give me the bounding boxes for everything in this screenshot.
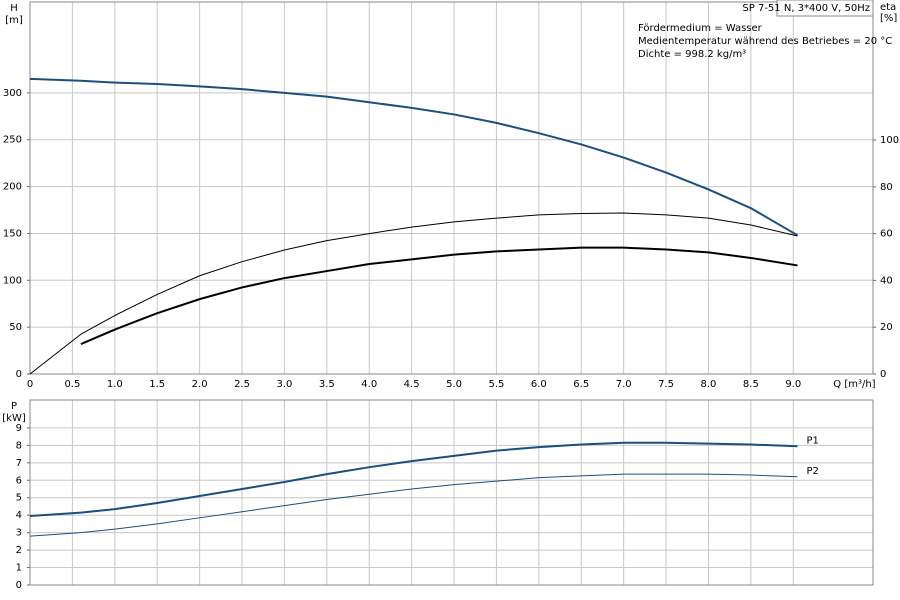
x-tick-label: 5.5 bbox=[488, 379, 504, 390]
y-tick-label: 5 bbox=[16, 493, 22, 504]
x-tick-label: 2.0 bbox=[192, 379, 208, 390]
y-tick-label: 3 bbox=[16, 528, 22, 539]
x-tick-label: 9.0 bbox=[785, 379, 801, 390]
series-line bbox=[29, 212, 798, 375]
series-line bbox=[29, 441, 798, 518]
plot-frame bbox=[29, 1, 874, 375]
y-tick-label: 9 bbox=[16, 423, 22, 434]
y-axis-unit: [kW] bbox=[2, 413, 26, 424]
y2-tick-label: 60 bbox=[880, 229, 893, 240]
info-line: Medientemperatur während des Betriebes =… bbox=[638, 36, 892, 47]
info-line: Fördermedium = Wasser bbox=[638, 23, 763, 34]
y2-tick-label: 20 bbox=[880, 322, 893, 333]
y2-tick-label: 100 bbox=[880, 135, 899, 146]
x-tick-label: 8.0 bbox=[701, 379, 717, 390]
x-tick-label: 1.0 bbox=[107, 379, 123, 390]
series-label: P2 bbox=[807, 466, 819, 477]
x-tick-label: 8.5 bbox=[743, 379, 759, 390]
y-tick-label: 4 bbox=[16, 510, 22, 521]
x-tick-label: 6.5 bbox=[573, 379, 589, 390]
y-tick-label: 100 bbox=[3, 275, 22, 286]
x-axis-label: Q [m³/h] bbox=[833, 379, 875, 390]
y-tick-label: 2 bbox=[16, 545, 22, 556]
x-tick-label: 6.0 bbox=[531, 379, 547, 390]
x-tick-label: 7.5 bbox=[658, 379, 674, 390]
y-axis-label: H bbox=[10, 3, 18, 14]
y2-tick-label: 0 bbox=[880, 369, 886, 380]
x-tick-label: 1.5 bbox=[149, 379, 165, 390]
y-tick-label: 250 bbox=[3, 135, 22, 146]
y-tick-label: 150 bbox=[3, 228, 22, 239]
x-tick-label: 4.0 bbox=[361, 379, 377, 390]
series-line bbox=[80, 246, 798, 345]
y-axis-unit: [m] bbox=[5, 15, 23, 26]
x-tick-label: 0 bbox=[27, 379, 33, 390]
y2-axis-label: eta bbox=[880, 2, 896, 13]
y-tick-label: 200 bbox=[3, 182, 22, 193]
y-tick-label: 300 bbox=[3, 88, 22, 99]
info-line: Dichte = 998.2 kg/m³ bbox=[638, 49, 746, 60]
y-tick-label: 0 bbox=[16, 369, 22, 380]
series-label: P1 bbox=[807, 435, 819, 446]
series-line bbox=[29, 473, 798, 537]
y2-axis-unit: [%] bbox=[880, 13, 897, 24]
y-tick-label: 0 bbox=[16, 580, 22, 591]
y-tick-label: 1 bbox=[16, 563, 22, 574]
plot-frame bbox=[29, 399, 874, 586]
y-tick-label: 7 bbox=[16, 458, 22, 469]
series-line bbox=[29, 77, 799, 237]
y-tick-label: 50 bbox=[9, 322, 22, 333]
x-tick-label: 3.0 bbox=[276, 379, 292, 390]
x-tick-label: 5.0 bbox=[446, 379, 462, 390]
y-tick-label: 8 bbox=[16, 440, 22, 451]
y-tick-label: 6 bbox=[16, 475, 22, 486]
x-tick-label: 0.5 bbox=[64, 379, 80, 390]
x-tick-label: 7.0 bbox=[616, 379, 632, 390]
info-title: SP 7-51 N, 3*400 V, 50Hz bbox=[742, 3, 870, 14]
x-tick-label: 3.5 bbox=[319, 379, 335, 390]
x-tick-label: 4.5 bbox=[404, 379, 420, 390]
y-axis-label: P bbox=[11, 401, 17, 412]
x-tick-label: 2.5 bbox=[234, 379, 250, 390]
info-box bbox=[776, 0, 874, 17]
y2-tick-label: 80 bbox=[880, 182, 893, 193]
y2-tick-label: 40 bbox=[880, 275, 893, 286]
